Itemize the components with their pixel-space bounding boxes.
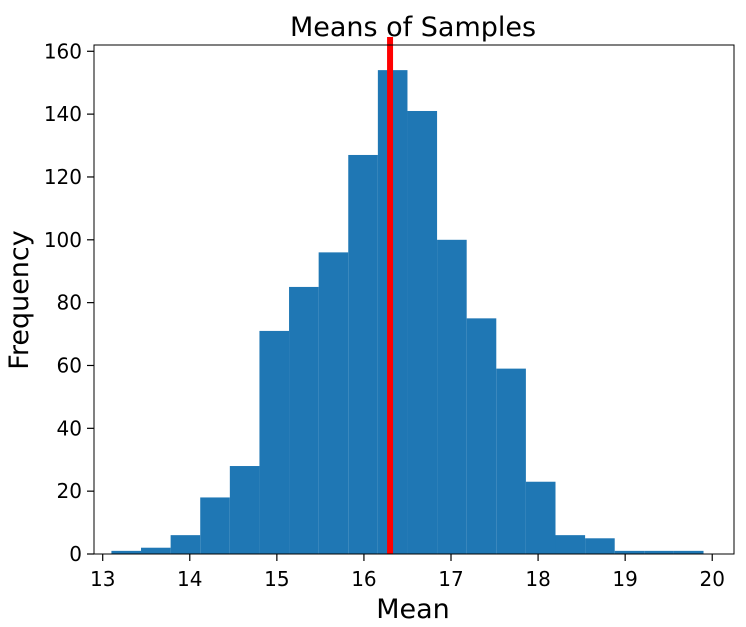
histogram-bar-10 — [407, 110, 438, 555]
y-tick-label-6: 120 — [44, 165, 82, 189]
histogram-bar-3 — [200, 497, 230, 554]
y-axis-label: Frequency — [4, 230, 35, 370]
histogram-bar-11 — [437, 239, 467, 554]
histogram-bar-12 — [466, 318, 497, 554]
x-axis-ticks: 13 14 15 16 17 18 19 20 — [90, 554, 725, 591]
histogram-bar-2 — [170, 535, 201, 554]
histogram-bars — [111, 70, 704, 555]
histogram-bar-19 — [673, 550, 704, 554]
histogram-bar-4 — [229, 466, 260, 554]
y-tick-label-8: 160 — [44, 39, 82, 63]
histogram-bar-1 — [141, 547, 171, 554]
histogram-bar-8 — [348, 154, 378, 555]
x-tick-label-2: 15 — [264, 567, 289, 591]
x-tick-label-1: 14 — [177, 567, 202, 591]
histogram-bar-0 — [111, 550, 142, 554]
y-tick-label-7: 140 — [44, 102, 82, 126]
y-tick-label-1: 20 — [57, 479, 82, 503]
histogram-bar-14 — [525, 481, 556, 554]
x-tick-label-4: 17 — [438, 567, 463, 591]
chart-title: Means of Samples — [290, 12, 536, 43]
y-tick-label-4: 80 — [57, 291, 82, 315]
histogram-bar-16 — [585, 538, 615, 554]
y-tick-label-3: 60 — [57, 353, 82, 377]
y-tick-label-5: 100 — [44, 228, 82, 252]
histogram-bar-18 — [644, 550, 674, 554]
x-tick-label-7: 20 — [700, 567, 725, 591]
y-axis-ticks: 0 20 40 60 80 100 120 140 160 — [44, 39, 94, 566]
histogram-bar-17 — [614, 550, 645, 554]
x-tick-label-3: 16 — [351, 567, 376, 591]
histogram-bar-13 — [496, 368, 526, 554]
x-tick-label-6: 19 — [612, 567, 637, 591]
histogram-bar-5 — [259, 330, 290, 554]
x-tick-label-0: 13 — [90, 567, 115, 591]
x-axis-label: Mean — [376, 594, 450, 625]
plot-frame — [93, 44, 735, 555]
histogram-bar-6 — [289, 286, 319, 554]
y-tick-label-2: 40 — [57, 416, 82, 440]
y-tick-label-0: 0 — [69, 542, 82, 566]
histogram-bar-7 — [318, 252, 349, 555]
histogram-bar-15 — [555, 535, 586, 554]
x-tick-label-5: 18 — [525, 567, 550, 591]
